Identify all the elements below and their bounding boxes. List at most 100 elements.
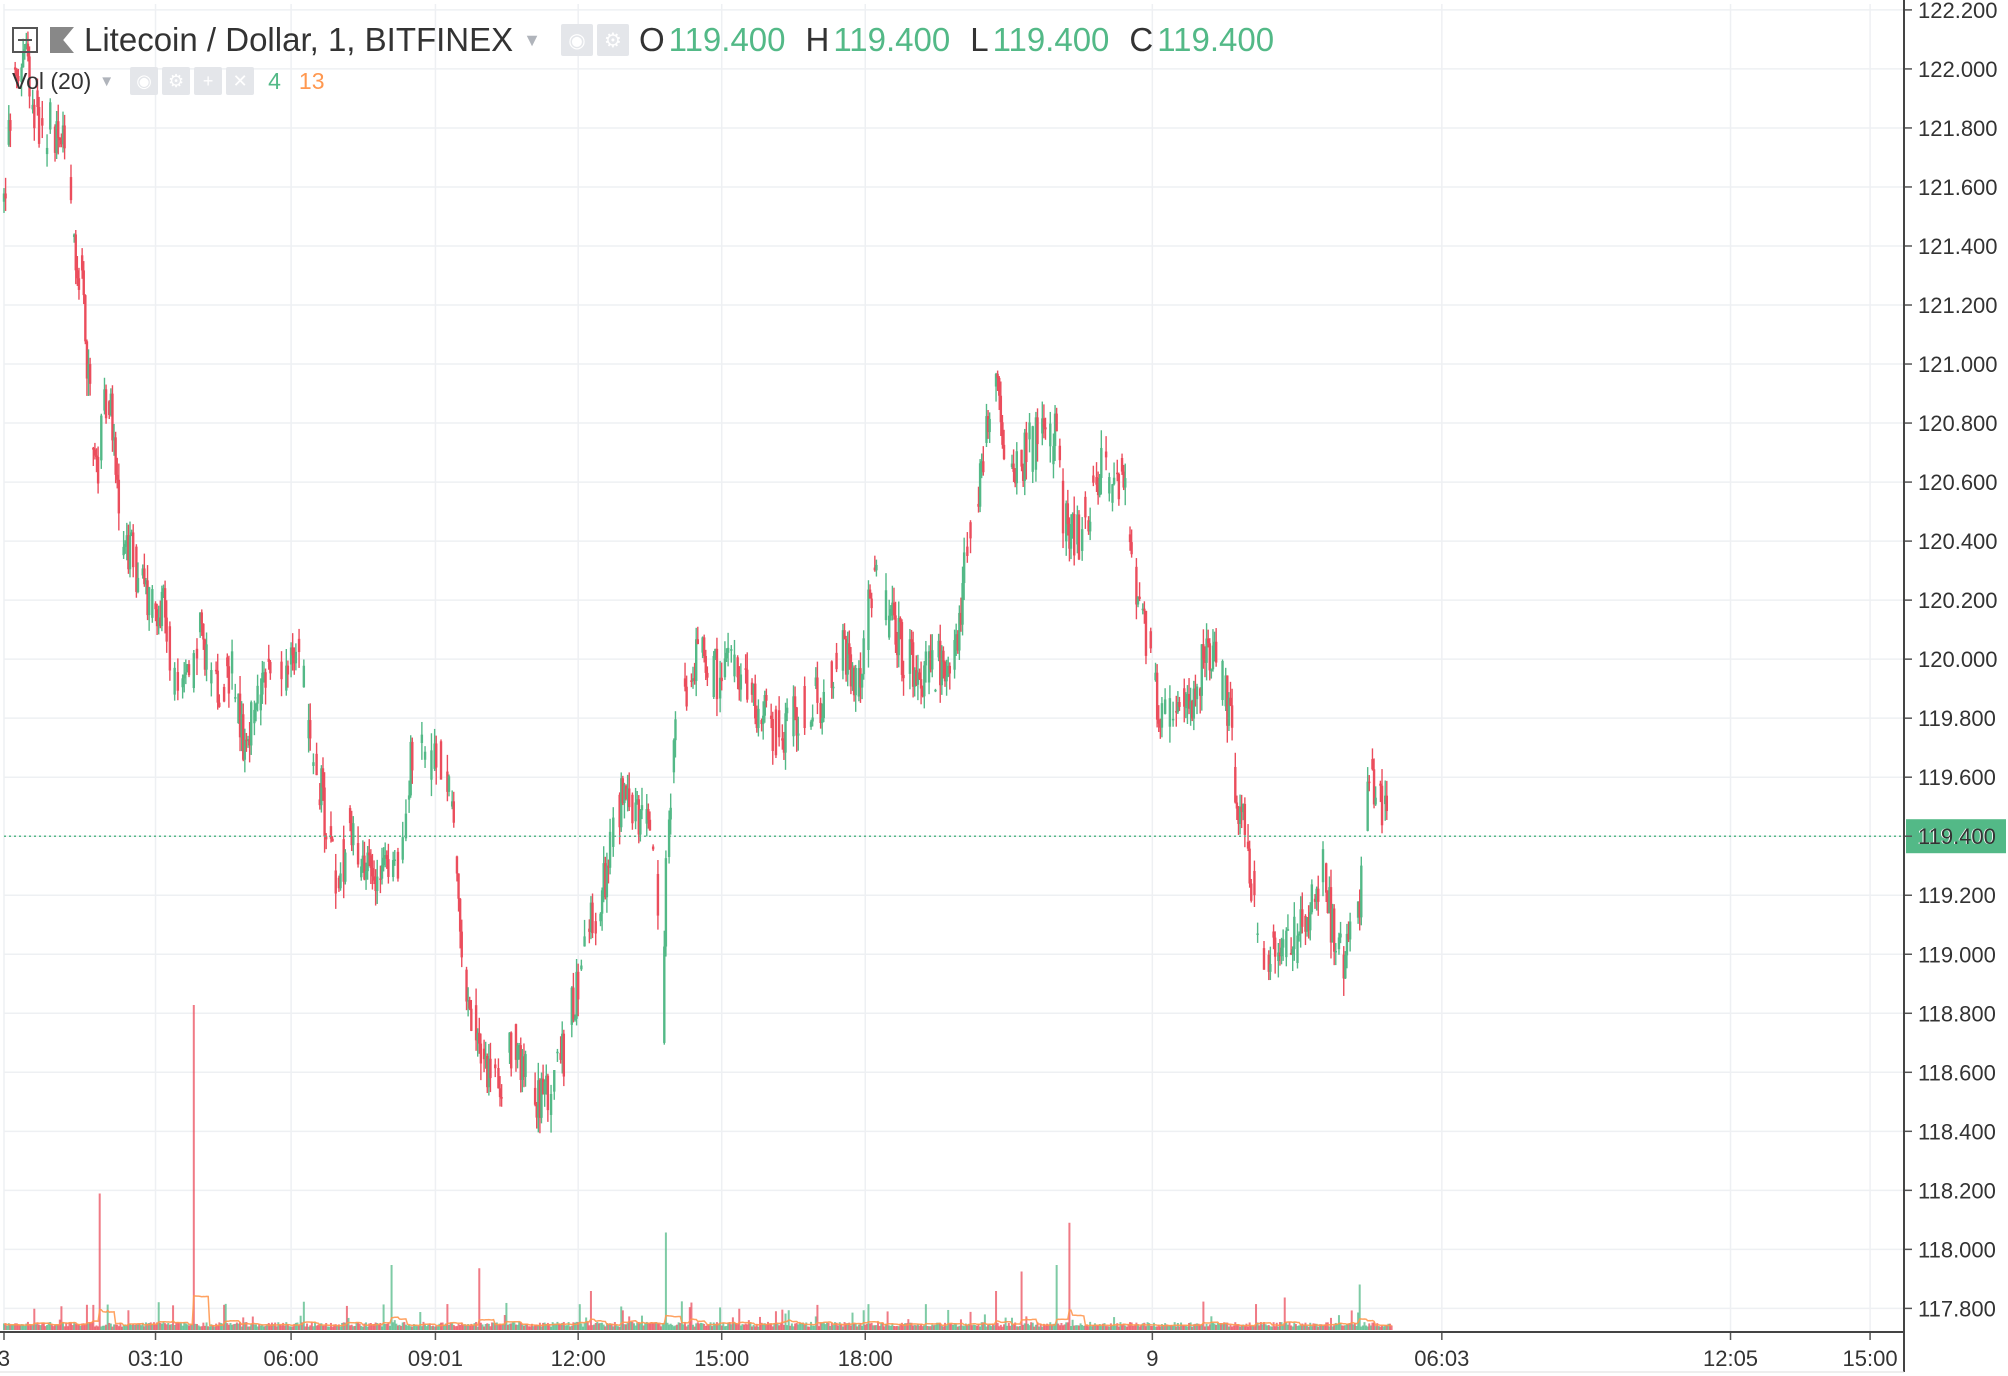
volume-bar [363, 1323, 366, 1330]
candle-body [940, 650, 944, 686]
volume-bar [101, 1325, 104, 1330]
volume-bar [243, 1322, 246, 1330]
volume-bar [269, 1324, 272, 1330]
volume-bar [530, 1323, 533, 1330]
candle-body [1273, 937, 1277, 957]
eye-icon[interactable]: ◉ [130, 67, 159, 95]
volume-bar [776, 1323, 779, 1330]
candle-body [245, 739, 248, 742]
symbol-title[interactable]: Litecoin / Dollar, 1, BITFINEX [84, 21, 514, 58]
volume-bar [291, 1326, 294, 1330]
volume-bar [877, 1322, 880, 1330]
candle-body [329, 826, 333, 839]
volume-bar [172, 1305, 175, 1330]
candle-body [1088, 521, 1092, 532]
volume-bar [980, 1322, 983, 1330]
candle-body [600, 890, 604, 914]
gear-icon[interactable]: ⚙ [597, 24, 629, 56]
candle-body [1141, 608, 1144, 611]
volume-indicator-label[interactable]: Vol (20) [12, 67, 92, 94]
candle-body [1175, 711, 1178, 713]
candle-body [961, 583, 964, 625]
volume-bar [200, 1326, 203, 1330]
y-tick-label: 121.000 [1918, 352, 1998, 377]
candle-body [1034, 417, 1038, 470]
volume-bar [921, 1326, 924, 1330]
volume-bar [797, 1324, 800, 1330]
chevron-down-icon[interactable]: ▼ [523, 29, 541, 50]
volume-bar [341, 1322, 344, 1330]
volume-bar [114, 1324, 117, 1330]
candle-body [524, 1054, 527, 1078]
volume-bar [1108, 1326, 1111, 1330]
plus-icon[interactable]: + [194, 67, 223, 95]
volume-bar [679, 1322, 682, 1330]
volume-bar [1282, 1325, 1285, 1330]
volume-bar [286, 1324, 289, 1330]
candle-body [895, 644, 899, 656]
volume-bar [208, 1326, 211, 1330]
candle-body [535, 1104, 538, 1118]
close-icon[interactable]: ✕ [226, 67, 255, 95]
candle-body [947, 665, 950, 677]
gear-icon[interactable]: ⚙ [162, 67, 191, 95]
volume-bar [808, 1326, 811, 1330]
collapse-icon[interactable] [12, 27, 38, 53]
candle-body [1286, 929, 1290, 931]
volume-bar [1377, 1326, 1380, 1330]
volume-bar [770, 1323, 773, 1330]
volume-bar [818, 1326, 821, 1330]
candle-body [1226, 675, 1229, 726]
volume-bar [661, 1323, 664, 1330]
candle-body [516, 1045, 519, 1060]
volume-bar [800, 1322, 803, 1330]
volume-bar [1030, 1322, 1033, 1330]
volume-bar [786, 1325, 789, 1330]
candle-body [1092, 475, 1095, 483]
volume-bars [3, 1005, 1393, 1330]
candle-body [63, 125, 66, 149]
candle-body [1199, 688, 1202, 696]
chevron-down-icon[interactable]: ▼ [99, 72, 115, 90]
volume-bar [969, 1311, 972, 1330]
candle-body [725, 652, 728, 659]
volume-bar [468, 1325, 471, 1330]
volume-bar [781, 1309, 784, 1330]
candle-body [383, 855, 387, 858]
volume-bar [36, 1322, 39, 1330]
volume-bar [1039, 1323, 1042, 1330]
candle-body [1307, 917, 1310, 931]
close-label: C [1129, 21, 1154, 58]
volume-bar [1143, 1322, 1146, 1330]
candle-body [712, 655, 715, 698]
volume-bar [1275, 1322, 1278, 1330]
volume-bar [1290, 1325, 1293, 1330]
volume-bar [923, 1325, 926, 1330]
volume-bar [1365, 1325, 1368, 1330]
candle-body [350, 823, 353, 846]
volume-bar [1092, 1324, 1095, 1330]
candle-body [640, 805, 644, 811]
volume-bar [1149, 1325, 1152, 1330]
candle-body [176, 672, 180, 691]
volume-bar [829, 1326, 832, 1330]
eye-icon[interactable]: ◉ [561, 24, 593, 56]
volume-bar [561, 1322, 564, 1330]
volume-bar [830, 1322, 833, 1330]
candle-body [218, 702, 221, 707]
volume-bar [518, 1322, 521, 1330]
candle-body [696, 639, 699, 644]
candle-body [624, 785, 628, 799]
volume-bar [794, 1323, 797, 1330]
candle-body [580, 965, 583, 970]
volume-bar [534, 1324, 537, 1330]
volume-bar [205, 1322, 208, 1330]
volume-bar [1306, 1325, 1309, 1330]
volume-bar [31, 1324, 34, 1330]
candle-body [718, 677, 722, 699]
flag-icon[interactable] [50, 27, 74, 53]
volume-bar [113, 1324, 116, 1330]
volume-bar [275, 1326, 278, 1330]
